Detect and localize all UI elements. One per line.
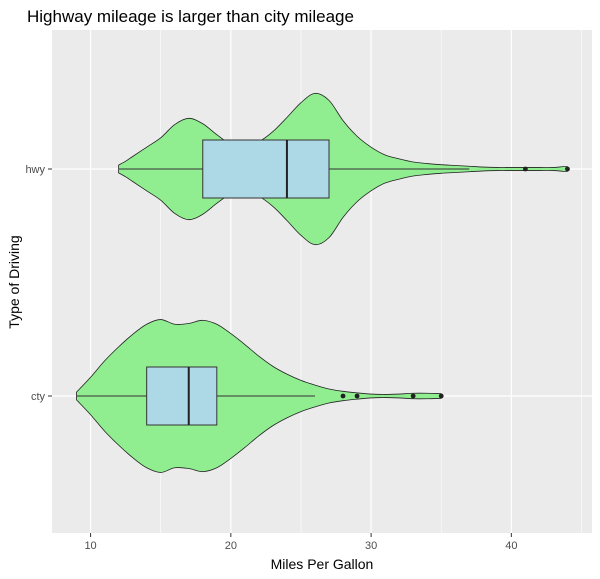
- x-tick-label: 40: [505, 540, 517, 552]
- violins: [76, 92, 570, 473]
- violin-group-hwy: [118, 92, 570, 246]
- x-tick-label: 30: [365, 540, 377, 552]
- outlier-point: [438, 393, 444, 399]
- outlier-point: [565, 166, 570, 172]
- x-tick-label: 20: [225, 540, 237, 552]
- y-tick-label: cty: [31, 391, 46, 403]
- outlier-point: [340, 393, 346, 399]
- y-tick-label: hwy: [25, 164, 45, 176]
- outlier-point: [410, 393, 416, 399]
- violin-group-cty: [76, 319, 444, 473]
- axis-ticks: 10 20 30 40 cty hwy: [25, 164, 517, 552]
- x-tick-label: 10: [84, 540, 96, 552]
- box-hwy: [202, 139, 330, 199]
- x-axis-title: Miles Per Gallon: [271, 556, 374, 572]
- chart-title: Highway mileage is larger than city mile…: [27, 7, 354, 26]
- outlier-point: [354, 393, 360, 399]
- outlier-point: [522, 166, 528, 172]
- box-cty: [146, 366, 218, 426]
- y-axis-title: Type of Driving: [6, 235, 22, 328]
